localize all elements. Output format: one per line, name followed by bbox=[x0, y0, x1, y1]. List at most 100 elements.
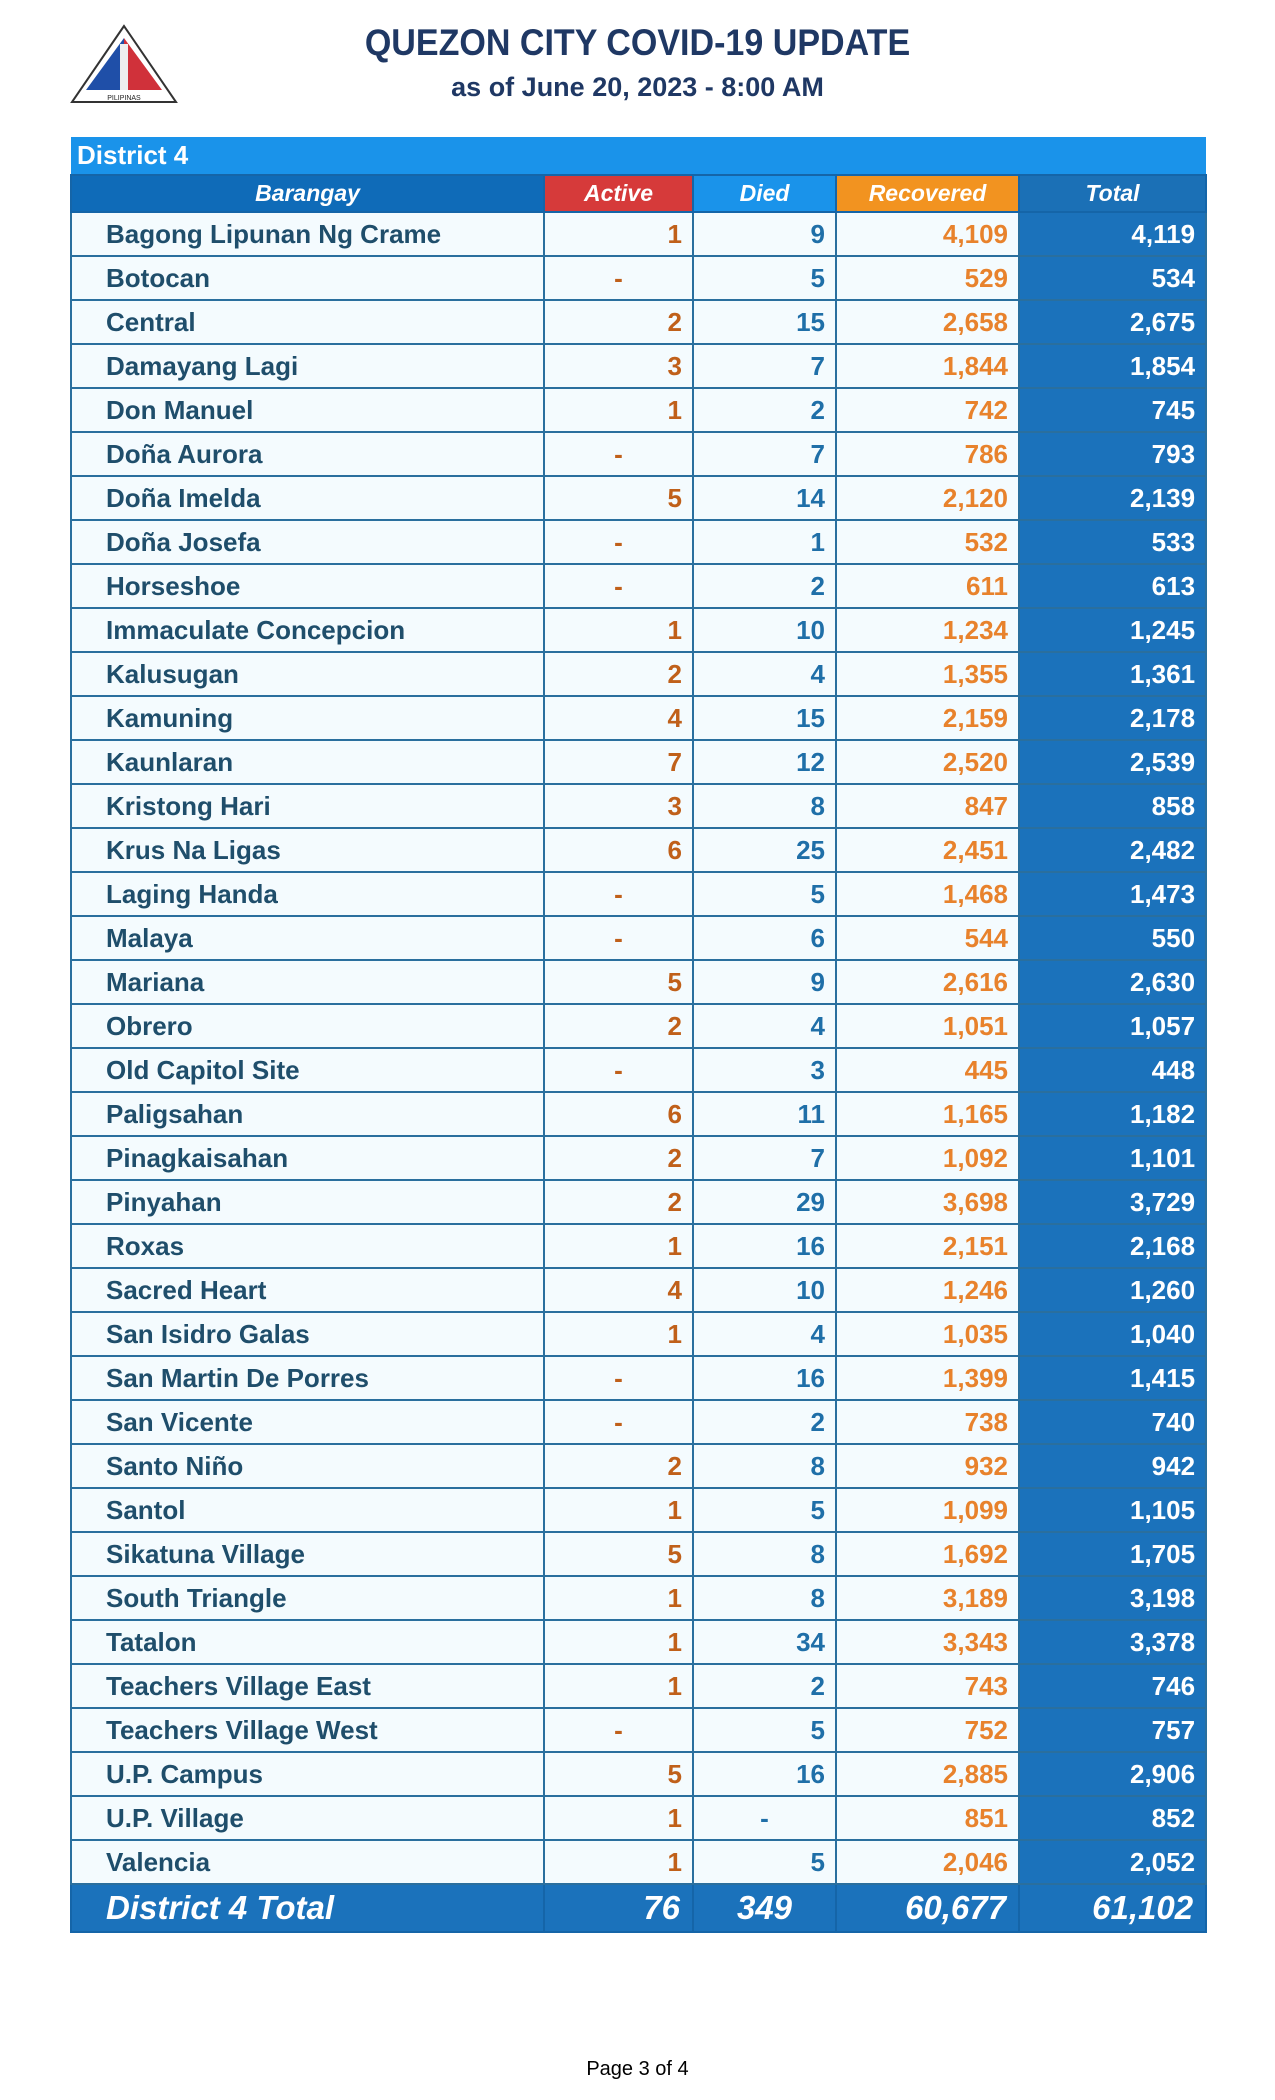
recovered-cell: 1,246 bbox=[835, 1267, 1020, 1313]
died-cell: 10 bbox=[692, 607, 837, 653]
recovered-cell: 2,046 bbox=[835, 1839, 1020, 1885]
died-cell: 2 bbox=[692, 1399, 837, 1445]
column-header-died: Died bbox=[692, 174, 837, 213]
recovered-cell: 1,355 bbox=[835, 651, 1020, 697]
active-cell: 1 bbox=[543, 1223, 694, 1269]
active-cell: 1 bbox=[543, 1839, 694, 1885]
barangay-name: U.P. Campus bbox=[70, 1751, 545, 1797]
table-row: Bagong Lipunan Ng Crame 1 9 4,109 4,119 bbox=[70, 211, 1208, 257]
recovered-cell: 529 bbox=[835, 255, 1020, 301]
active-cell: 2 bbox=[543, 299, 694, 345]
total-cell: 1,705 bbox=[1017, 1531, 1208, 1577]
recovered-cell: 532 bbox=[835, 519, 1020, 565]
recovered-cell: 2,658 bbox=[835, 299, 1020, 345]
barangay-name: Doña Aurora bbox=[70, 431, 545, 477]
barangay-name: Kamuning bbox=[70, 695, 545, 741]
died-cell: 14 bbox=[692, 475, 837, 521]
total-cell: 613 bbox=[1017, 563, 1208, 609]
barangay-name: South Triangle bbox=[70, 1575, 545, 1621]
died-cell: 16 bbox=[692, 1355, 837, 1401]
active-cell: - bbox=[543, 1399, 694, 1445]
recovered-cell: 3,189 bbox=[835, 1575, 1020, 1621]
active-cell: 7 bbox=[543, 739, 694, 785]
table-row: South Triangle 1 8 3,189 3,198 bbox=[70, 1575, 1208, 1621]
active-cell: 6 bbox=[543, 827, 694, 873]
total-cell: 1,057 bbox=[1017, 1003, 1208, 1049]
barangay-name: Laging Handa bbox=[70, 871, 545, 917]
table-row: Valencia 1 5 2,046 2,052 bbox=[70, 1839, 1208, 1885]
active-cell: - bbox=[543, 1355, 694, 1401]
table-row: Botocan -5 529 534 bbox=[70, 255, 1208, 301]
barangay-name: Obrero bbox=[70, 1003, 545, 1049]
active-cell: - bbox=[543, 871, 694, 917]
barangay-name: Valencia bbox=[70, 1839, 545, 1885]
table-row: San Martin De Porres -16 1,399 1,415 bbox=[70, 1355, 1208, 1401]
recovered-cell: 544 bbox=[835, 915, 1020, 961]
active-cell: 2 bbox=[543, 1135, 694, 1181]
recovered-cell: 611 bbox=[835, 563, 1020, 609]
recovered-cell: 1,165 bbox=[835, 1091, 1020, 1137]
table-row: Doña Josefa -1 532 533 bbox=[70, 519, 1208, 565]
died-cell: 4 bbox=[692, 651, 837, 697]
recovered-cell: 2,120 bbox=[835, 475, 1020, 521]
barangay-name: Santol bbox=[70, 1487, 545, 1533]
died-cell: 4 bbox=[692, 1311, 837, 1357]
recovered-cell: 743 bbox=[835, 1663, 1020, 1709]
total-total: 61,102 bbox=[1017, 1883, 1208, 1933]
table-row: Central 2 15 2,658 2,675 bbox=[70, 299, 1208, 345]
barangay-name: Paligsahan bbox=[70, 1091, 545, 1137]
recovered-cell: 932 bbox=[835, 1443, 1020, 1489]
total-cell: 1,182 bbox=[1017, 1091, 1208, 1137]
active-cell: 1 bbox=[543, 211, 694, 257]
table-row: Horseshoe -2 611 613 bbox=[70, 563, 1208, 609]
column-header-active: Active bbox=[543, 174, 694, 213]
died-cell: 29 bbox=[692, 1179, 837, 1225]
barangay-name: Teachers Village West bbox=[70, 1707, 545, 1753]
died-cell: 5 bbox=[692, 1839, 837, 1885]
recovered-cell: 2,451 bbox=[835, 827, 1020, 873]
recovered-cell: 851 bbox=[835, 1795, 1020, 1841]
table-row: Tatalon 1 34 3,343 3,378 bbox=[70, 1619, 1208, 1665]
active-cell: 3 bbox=[543, 343, 694, 389]
died-cell: 1 bbox=[692, 519, 837, 565]
active-cell: 4 bbox=[543, 1267, 694, 1313]
died-cell: 25 bbox=[692, 827, 837, 873]
active-cell: - bbox=[543, 519, 694, 565]
total-recovered: 60,677 bbox=[835, 1883, 1020, 1933]
column-header-total: Total bbox=[1017, 174, 1208, 213]
table-row: Teachers Village West -5 752 757 bbox=[70, 1707, 1208, 1753]
recovered-cell: 2,520 bbox=[835, 739, 1020, 785]
recovered-cell: 2,885 bbox=[835, 1751, 1020, 1797]
active-cell: - bbox=[543, 563, 694, 609]
table-row: Doña Imelda 5 14 2,120 2,139 bbox=[70, 475, 1208, 521]
total-died: 349 bbox=[692, 1883, 837, 1933]
barangay-name: Don Manuel bbox=[70, 387, 545, 433]
active-cell: 5 bbox=[543, 475, 694, 521]
table-row: Santol 1 5 1,099 1,105 bbox=[70, 1487, 1208, 1533]
table-row: San Vicente -2 738 740 bbox=[70, 1399, 1208, 1445]
table-row: Laging Handa -5 1,468 1,473 bbox=[70, 871, 1208, 917]
recovered-cell: 2,151 bbox=[835, 1223, 1020, 1269]
district-table: District 4 Barangay Active Died Recovere… bbox=[70, 137, 1208, 1933]
total-cell: 740 bbox=[1017, 1399, 1208, 1445]
barangay-name: Santo Niño bbox=[70, 1443, 545, 1489]
table-row: Teachers Village East 1 2 743 746 bbox=[70, 1663, 1208, 1709]
barangay-name: Tatalon bbox=[70, 1619, 545, 1665]
total-active: 76 bbox=[543, 1883, 694, 1933]
recovered-cell: 1,844 bbox=[835, 343, 1020, 389]
died-cell: 8 bbox=[692, 1531, 837, 1577]
table-row: Kamuning 4 15 2,159 2,178 bbox=[70, 695, 1208, 741]
died-cell: 16 bbox=[692, 1751, 837, 1797]
table-row: Doña Aurora -7 786 793 bbox=[70, 431, 1208, 477]
recovered-cell: 445 bbox=[835, 1047, 1020, 1093]
total-cell: 2,630 bbox=[1017, 959, 1208, 1005]
recovered-cell: 1,035 bbox=[835, 1311, 1020, 1357]
total-cell: 2,482 bbox=[1017, 827, 1208, 873]
active-cell: 1 bbox=[543, 1795, 694, 1841]
recovered-cell: 1,468 bbox=[835, 871, 1020, 917]
table-row: Don Manuel 1 2 742 745 bbox=[70, 387, 1208, 433]
died-cell: 5 bbox=[692, 255, 837, 301]
active-cell: 1 bbox=[543, 1619, 694, 1665]
barangay-name: Old Capitol Site bbox=[70, 1047, 545, 1093]
active-cell: 5 bbox=[543, 1751, 694, 1797]
